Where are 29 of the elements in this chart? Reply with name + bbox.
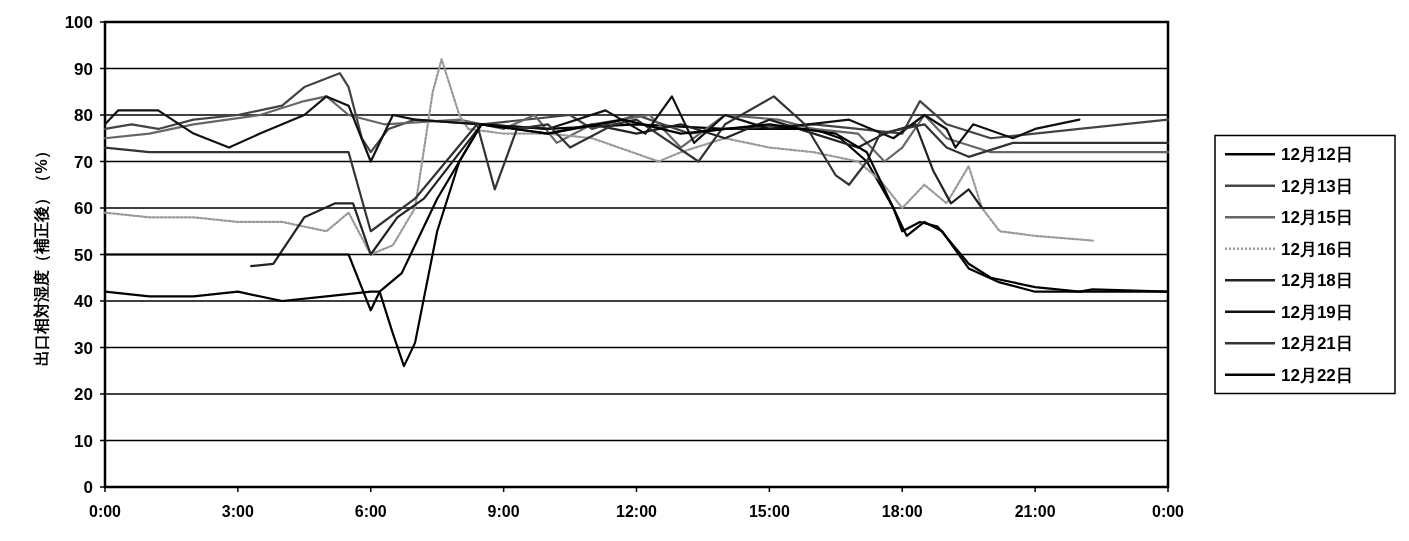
y-tick-label: 50 — [74, 245, 93, 265]
y-tick-label: 100 — [64, 13, 93, 32]
y-tick-label: 20 — [74, 385, 93, 404]
y-tick-label: 30 — [74, 338, 93, 358]
legend-label: 12月16日 — [1281, 239, 1353, 259]
y-tick-label: 70 — [74, 152, 93, 172]
legend-label: 12月18日 — [1281, 271, 1353, 291]
legend-label: 12月19日 — [1281, 302, 1353, 322]
y-tick-label: 40 — [74, 292, 93, 311]
legend-label: 12月21日 — [1281, 334, 1353, 354]
x-tick-label: 9:00 — [487, 503, 520, 520]
y-tick-label: 80 — [74, 106, 93, 125]
y-tick-label: 0 — [83, 478, 93, 497]
legend-label: 12月13日 — [1281, 176, 1353, 196]
x-tick-label: 3:00 — [221, 503, 254, 520]
x-tick-label: 0:00 — [1151, 503, 1185, 520]
x-tick-label: 21:00 — [1014, 503, 1056, 520]
legend-label: 12月12日 — [1281, 145, 1353, 165]
x-tick-label: 18:00 — [881, 503, 923, 520]
x-tick-label: 15:00 — [748, 503, 790, 520]
y-axis-title: 出口相対湿度（補正後）（%） — [32, 143, 51, 366]
legend-label: 12月22日 — [1281, 365, 1353, 385]
y-tick-label: 10 — [74, 431, 93, 451]
y-tick-label: 90 — [74, 59, 93, 79]
x-tick-label: 0:00 — [88, 503, 122, 520]
x-tick-label: 6:00 — [354, 503, 387, 520]
x-tick-label: 12:00 — [616, 503, 658, 520]
y-tick-label: 60 — [74, 199, 93, 218]
legend-label: 12月15日 — [1281, 208, 1353, 228]
